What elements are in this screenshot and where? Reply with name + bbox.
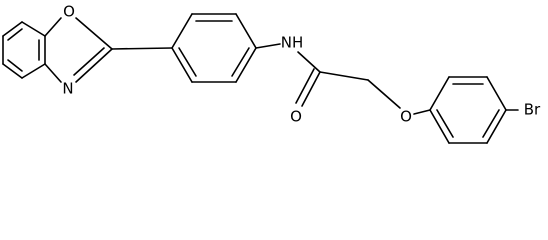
bond <box>235 47 257 83</box>
atom-label: O <box>290 108 302 126</box>
bond <box>178 47 197 77</box>
bond <box>75 48 113 83</box>
page: {"molecule": {"atoms": [{"label": "O"}, … <box>2 2 542 144</box>
bond <box>235 13 257 49</box>
bond <box>75 17 113 50</box>
bond <box>111 47 173 50</box>
bonds <box>2 13 519 144</box>
bond <box>482 109 500 138</box>
structure-diagram: O N NH O O Br <box>2 3 541 144</box>
atom-label: NH <box>281 34 304 52</box>
bond <box>7 59 23 72</box>
bond <box>2 21 23 37</box>
bond <box>413 109 431 115</box>
bond <box>231 47 250 77</box>
atom-label: O <box>400 108 412 126</box>
bond <box>44 63 62 83</box>
bond <box>21 63 46 79</box>
bond <box>21 21 46 37</box>
atom-label: O <box>63 3 75 21</box>
bond <box>73 47 105 76</box>
bond <box>2 63 23 79</box>
bond <box>301 71 321 107</box>
bond <box>7 28 23 41</box>
atom-label: Br <box>524 101 541 119</box>
bond <box>295 68 315 104</box>
bond <box>486 76 507 111</box>
bond <box>44 17 62 37</box>
bond <box>367 79 401 109</box>
bond <box>429 109 450 144</box>
bond <box>255 43 281 49</box>
atom-label: N <box>62 80 73 98</box>
bond <box>297 51 321 73</box>
bond <box>171 47 193 83</box>
bond <box>429 76 450 111</box>
bond <box>319 71 369 81</box>
bond <box>436 109 454 138</box>
bond <box>171 13 193 49</box>
atom-labels: O N NH O O Br <box>62 3 541 126</box>
bond <box>486 109 507 144</box>
